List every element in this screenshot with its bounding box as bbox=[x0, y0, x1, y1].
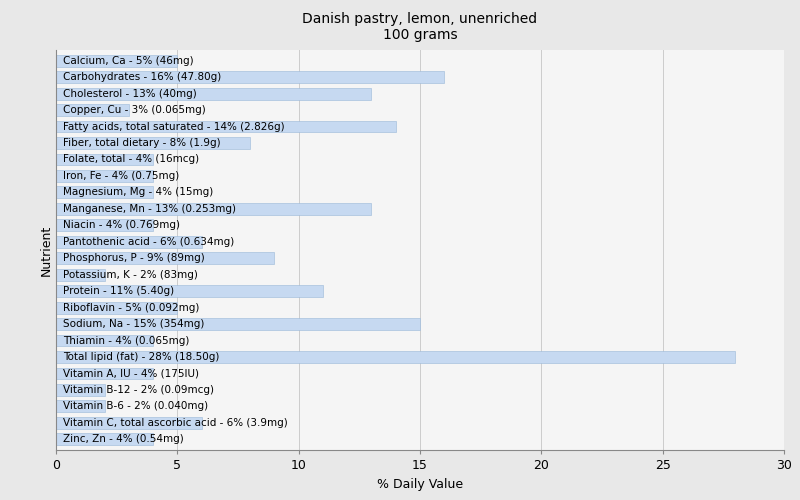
Bar bbox=[56, 71, 444, 83]
Text: Iron, Fe - 4% (0.75mg): Iron, Fe - 4% (0.75mg) bbox=[63, 171, 179, 181]
Text: Vitamin B-6 - 2% (0.040mg): Vitamin B-6 - 2% (0.040mg) bbox=[63, 402, 209, 411]
Bar bbox=[56, 384, 105, 396]
Text: Calcium, Ca - 5% (46mg): Calcium, Ca - 5% (46mg) bbox=[63, 56, 194, 66]
Bar bbox=[56, 203, 371, 215]
Text: Pantothenic acid - 6% (0.634mg): Pantothenic acid - 6% (0.634mg) bbox=[63, 237, 234, 247]
Bar bbox=[56, 269, 105, 280]
Text: Folate, total - 4% (16mcg): Folate, total - 4% (16mcg) bbox=[63, 154, 199, 164]
Text: Manganese, Mn - 13% (0.253mg): Manganese, Mn - 13% (0.253mg) bbox=[63, 204, 236, 214]
Bar bbox=[56, 334, 153, 346]
Text: Magnesium, Mg - 4% (15mg): Magnesium, Mg - 4% (15mg) bbox=[63, 188, 214, 198]
Bar bbox=[56, 368, 153, 380]
Bar bbox=[56, 220, 153, 231]
Bar bbox=[56, 285, 323, 297]
Text: Total lipid (fat) - 28% (18.50g): Total lipid (fat) - 28% (18.50g) bbox=[63, 352, 220, 362]
Text: Cholesterol - 13% (40mg): Cholesterol - 13% (40mg) bbox=[63, 88, 197, 99]
Text: Vitamin A, IU - 4% (175IU): Vitamin A, IU - 4% (175IU) bbox=[63, 368, 199, 378]
Bar bbox=[56, 170, 153, 182]
Bar bbox=[56, 88, 371, 100]
Text: Zinc, Zn - 4% (0.54mg): Zinc, Zn - 4% (0.54mg) bbox=[63, 434, 184, 444]
Text: Phosphorus, P - 9% (89mg): Phosphorus, P - 9% (89mg) bbox=[63, 253, 205, 263]
Text: Potassium, K - 2% (83mg): Potassium, K - 2% (83mg) bbox=[63, 270, 198, 280]
Bar bbox=[56, 55, 178, 66]
Text: Fiber, total dietary - 8% (1.9g): Fiber, total dietary - 8% (1.9g) bbox=[63, 138, 221, 148]
Text: Vitamin C, total ascorbic acid - 6% (3.9mg): Vitamin C, total ascorbic acid - 6% (3.9… bbox=[63, 418, 288, 428]
Text: Protein - 11% (5.40g): Protein - 11% (5.40g) bbox=[63, 286, 174, 296]
Title: Danish pastry, lemon, unenriched
100 grams: Danish pastry, lemon, unenriched 100 gra… bbox=[302, 12, 538, 42]
X-axis label: % Daily Value: % Daily Value bbox=[377, 478, 463, 490]
Text: Thiamin - 4% (0.065mg): Thiamin - 4% (0.065mg) bbox=[63, 336, 190, 345]
Bar bbox=[56, 236, 202, 248]
Bar bbox=[56, 302, 178, 314]
Text: Copper, Cu - 3% (0.065mg): Copper, Cu - 3% (0.065mg) bbox=[63, 105, 206, 115]
Bar bbox=[56, 351, 735, 363]
Bar bbox=[56, 434, 153, 445]
Text: Carbohydrates - 16% (47.80g): Carbohydrates - 16% (47.80g) bbox=[63, 72, 222, 82]
Bar bbox=[56, 252, 274, 264]
Bar bbox=[56, 318, 420, 330]
Bar bbox=[56, 104, 129, 116]
Text: Sodium, Na - 15% (354mg): Sodium, Na - 15% (354mg) bbox=[63, 319, 205, 329]
Text: Riboflavin - 5% (0.092mg): Riboflavin - 5% (0.092mg) bbox=[63, 302, 200, 312]
Bar bbox=[56, 186, 153, 198]
Text: Niacin - 4% (0.769mg): Niacin - 4% (0.769mg) bbox=[63, 220, 180, 230]
Bar bbox=[56, 154, 153, 166]
Y-axis label: Nutrient: Nutrient bbox=[40, 224, 54, 276]
Bar bbox=[56, 120, 396, 132]
Bar bbox=[56, 417, 202, 429]
Bar bbox=[56, 400, 105, 412]
Text: Fatty acids, total saturated - 14% (2.826g): Fatty acids, total saturated - 14% (2.82… bbox=[63, 122, 285, 132]
Bar bbox=[56, 137, 250, 149]
Text: Vitamin B-12 - 2% (0.09mcg): Vitamin B-12 - 2% (0.09mcg) bbox=[63, 385, 214, 395]
